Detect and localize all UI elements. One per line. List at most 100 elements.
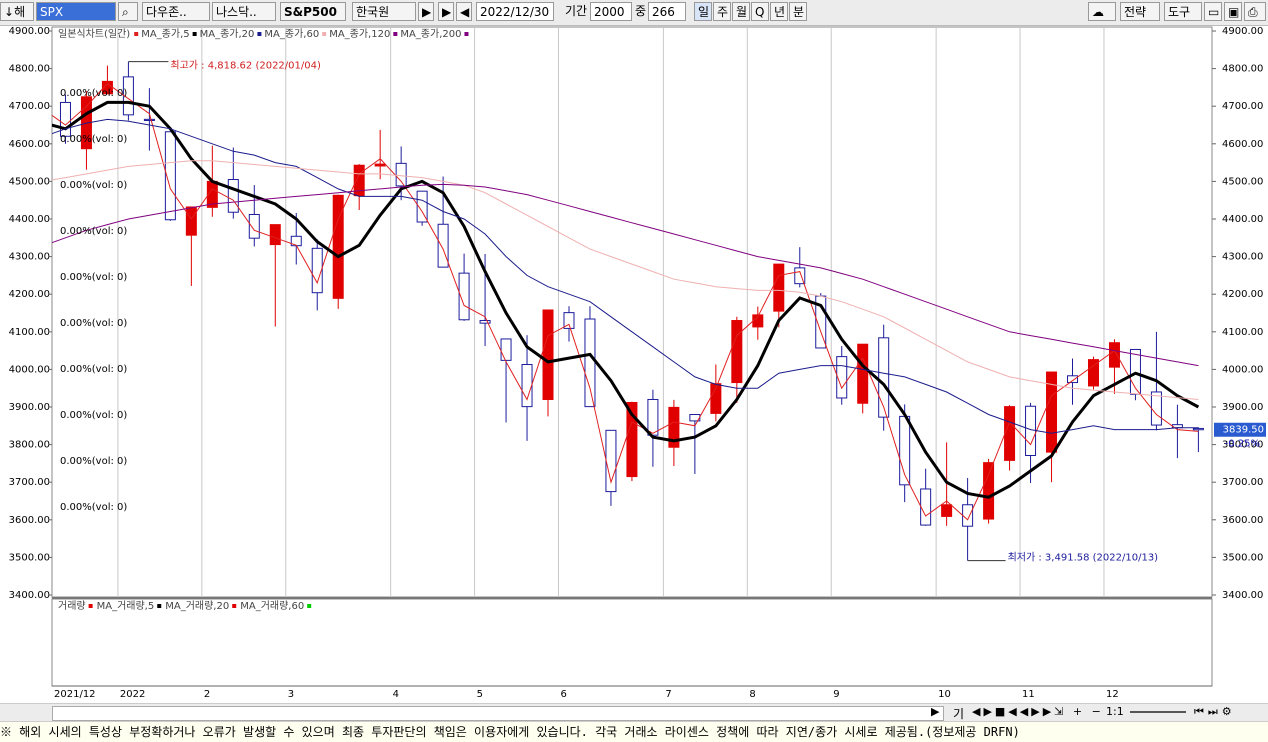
min-annotation: 최저가 : 3,491.58 (2022/10/13) — [1008, 552, 1159, 564]
candle-body — [878, 337, 890, 418]
candle-body — [374, 163, 386, 167]
x-tick-label: 3 — [288, 689, 294, 700]
period-button[interactable]: 주 — [713, 2, 731, 21]
max-annotation: 최고가 : 4,818.62 (2022/01/04) — [170, 60, 321, 72]
scroll-right[interactable]: ▶ — [931, 705, 940, 718]
step-button[interactable]: ▶ — [438, 2, 454, 21]
back-button[interactable]: ◀ — [456, 2, 472, 21]
y-tick-label-right: 4500.00 — [1222, 176, 1263, 187]
x-tick-label: 2021/12 — [54, 689, 96, 700]
scroll-bar: ▶ 기 ◀▶■◀◀▶▶⇲ + − 1:1 ⏮⏭⚙ — [0, 703, 1268, 722]
cloud-button[interactable]: ☁ — [1088, 2, 1116, 21]
playback-controls[interactable]: ◀▶■◀◀▶▶⇲ + − — [972, 705, 1104, 718]
candle-body — [185, 206, 197, 236]
scroll-track[interactable] — [52, 706, 944, 721]
index-select[interactable]: 나스닥.. — [212, 2, 276, 21]
price-tag — [1214, 422, 1266, 437]
candle-body — [479, 320, 491, 324]
market-select[interactable]: ↓해 — [0, 2, 34, 21]
nav-buttons[interactable]: ⏮⏭⚙ — [1194, 705, 1236, 718]
index-select[interactable]: S&P500 — [280, 2, 346, 21]
candle-body — [1087, 359, 1099, 387]
label: 중 — [635, 4, 647, 18]
symbol-input[interactable]: SPX — [36, 2, 116, 21]
y-tick-label: 4000.00 — [9, 364, 50, 375]
legend-swatch — [257, 32, 262, 36]
volume-legend-label: MA_거래량,20 — [165, 600, 229, 612]
order-label: 0.00%(vol: 0) — [60, 134, 127, 145]
legend-swatch — [232, 604, 237, 608]
legend-swatch — [307, 604, 312, 608]
period-button[interactable]: Q — [751, 2, 769, 21]
x-tick-label: 5 — [477, 689, 483, 700]
period-button[interactable]: 월 — [732, 2, 750, 21]
period-button[interactable]: 년 — [770, 2, 788, 21]
candle-body — [311, 247, 323, 294]
order-label: 0.00%(vol: 0) — [60, 410, 127, 421]
volume-panel — [51, 598, 1213, 687]
legend-label: MA_종가,20 — [200, 28, 255, 40]
y-tick-label-right: 4600.00 — [1222, 139, 1263, 150]
print-button[interactable]: ⎙ — [1244, 2, 1266, 21]
order-label: 0.00%(vol: 0) — [60, 272, 127, 283]
candle-body — [269, 224, 281, 246]
legend-swatch — [88, 604, 93, 608]
y-tick-label: 3500.00 — [9, 552, 50, 563]
tools-button[interactable]: 도구 — [1164, 2, 1202, 21]
candle-body — [857, 343, 869, 404]
candle-body — [122, 76, 134, 116]
y-tick-label: 3700.00 — [9, 477, 50, 488]
price-panel — [51, 26, 1213, 598]
y-tick-label: 3600.00 — [9, 515, 50, 526]
ma-line — [52, 183, 1199, 367]
candle-body — [647, 398, 659, 436]
y-tick-label-right: 3600.00 — [1222, 515, 1263, 526]
legend-label: MA_종가,5 — [141, 28, 189, 40]
period-button[interactable]: 일 — [694, 2, 712, 21]
label: 기 — [953, 707, 965, 721]
chart: 4900.00 4900.00 4800.00 4800.00 4700.00 4700.… — [9, 26, 1266, 700]
zoom-ratio[interactable]: 1:1 — [1106, 705, 1124, 718]
open-button[interactable]: ▭ — [1204, 2, 1222, 21]
save-button[interactable]: ▣ — [1224, 2, 1242, 21]
play-button[interactable]: ▶ — [418, 2, 434, 21]
legend-swatch — [134, 32, 139, 36]
y-tick-label-right: 4700.00 — [1222, 101, 1263, 112]
candle-body — [164, 131, 176, 221]
candle-body — [227, 179, 239, 213]
zoom-slider[interactable] — [1130, 711, 1186, 713]
period-button[interactable]: 분 — [789, 2, 807, 21]
date-input[interactable]: 2022/12/30 — [476, 2, 554, 21]
y-tick-label-right: 4200.00 — [1222, 289, 1263, 300]
x-tick-label: 2 — [204, 689, 210, 700]
candle-body — [626, 401, 638, 478]
legend-swatch — [322, 32, 327, 36]
notice: ※ 해외 시세의 특성상 부정확하거나 오류가 발생할 수 있으며 최종 투자판… — [0, 721, 1268, 742]
candle-body — [248, 213, 260, 239]
candle-body — [143, 118, 155, 121]
index-select[interactable]: 다우존.. — [142, 2, 210, 21]
currency-select[interactable]: 한국원 — [352, 2, 416, 21]
x-tick-label: 7 — [665, 689, 671, 700]
candle-body — [1025, 405, 1037, 457]
candle-body — [794, 267, 806, 285]
candle-body — [584, 318, 596, 408]
label: 기간 — [565, 4, 588, 18]
x-tick-label: 8 — [749, 689, 755, 700]
y-tick-label-right: 4400.00 — [1222, 214, 1263, 225]
order-label: 0.00%(vol: 0) — [60, 180, 127, 191]
label: 해 — [14, 5, 26, 19]
period-input[interactable]: 2000 — [590, 2, 632, 21]
y-tick-label: 4700.00 — [9, 101, 50, 112]
count-input[interactable]: 266 — [648, 2, 686, 21]
strategy-button[interactable]: 전략 — [1120, 2, 1160, 21]
price-tag-label: 3839.50 — [1223, 425, 1264, 436]
legend-swatch — [157, 604, 162, 608]
x-tick-label: 9 — [833, 689, 839, 700]
search-button[interactable]: ⌕ — [118, 2, 138, 21]
candle-body — [395, 162, 407, 187]
x-tick-label: 12 — [1106, 689, 1119, 700]
candle-body — [710, 383, 722, 414]
legend-swatch — [464, 32, 469, 36]
toolbar: ↓해 SPX ⌕ 다우존.. 나스닥.. S&P500 한국원 ▶ ▶ ◀ 20… — [0, 0, 1268, 26]
